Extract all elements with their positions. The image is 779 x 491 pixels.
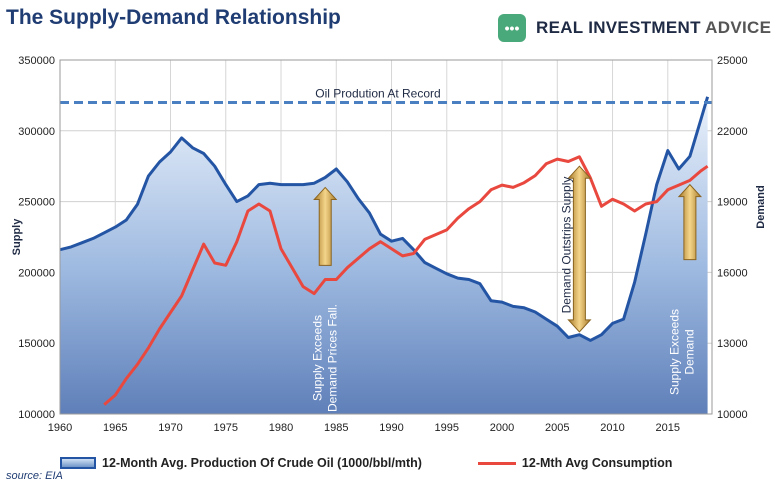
brand-name: REAL INVESTMENT ADVICE	[536, 18, 771, 38]
legend-demand-label: 12-Mth Avg Consumption	[521, 456, 673, 470]
x-tick-label: 2000	[490, 422, 514, 434]
x-tick-label: 1995	[435, 422, 459, 434]
y-tick-left: 150000	[18, 338, 55, 350]
plot-frame	[59, 59, 713, 415]
y-tick-left: 350000	[18, 55, 55, 67]
legend-supply-label: 12-Month Avg. Production Of Crude Oil (1…	[102, 456, 422, 470]
y-tick-left: 300000	[18, 126, 55, 138]
legend-supply-swatch	[60, 457, 96, 469]
x-tick-label: 1960	[48, 422, 72, 434]
x-tick-label: 1985	[324, 422, 348, 434]
annotation-arrow-1	[313, 186, 338, 266]
annotation-arrow-2	[567, 165, 592, 333]
chat-bubble-icon: •••	[498, 14, 526, 42]
legend-demand-swatch	[477, 461, 516, 465]
x-tick-label: 1965	[103, 422, 127, 434]
annotation-supply-exceeds-2-line: Demand	[683, 329, 697, 374]
series-line-demand	[103, 155, 709, 406]
y-tick-left: 200000	[18, 267, 55, 279]
brand-logo: ••• REAL INVESTMENT ADVICE	[498, 14, 771, 42]
series-line-supply	[59, 96, 710, 342]
y-tick-right: 13000	[717, 338, 748, 350]
y-tick-left: 250000	[18, 197, 55, 209]
y-tick-right: 19000	[717, 197, 748, 209]
chart-title: The Supply-Demand Relationship	[6, 6, 341, 29]
x-tick-label: 2010	[600, 422, 624, 434]
axes: 100000 10000 150000 13000 200000 16000 250000 1…	[11, 55, 767, 434]
annotation-demand-outstrips: Demand Outstrips Supply	[559, 177, 573, 314]
annotation-supply-exceeds-2: Supply Exceeds Demand	[668, 309, 697, 395]
series-lines	[59, 96, 710, 406]
y-tick-right: 16000	[717, 267, 748, 279]
y-tick-right: 25000	[717, 55, 748, 67]
x-tick-label: 1990	[379, 422, 403, 434]
supply-area-fill	[60, 96, 708, 415]
record-label: Oil Prodution At Record	[315, 86, 440, 100]
x-tick-label: 2005	[545, 422, 569, 434]
annotation-arrow-3	[677, 183, 703, 261]
y-tick-left: 100000	[18, 409, 55, 421]
legend: 12-Month Avg. Production Of Crude Oil (1…	[60, 452, 712, 474]
y-tick-right: 10000	[717, 409, 748, 421]
y-axis-title-right: Demand	[755, 185, 767, 228]
brand-name-rest: ADVICE	[705, 18, 772, 37]
annotation-demand-outstrips-line: Demand Outstrips Supply	[559, 177, 573, 314]
x-tick-label: 2015	[656, 422, 680, 434]
x-tick-label: 1975	[214, 422, 238, 434]
annotation-supply-exceeds-2-line: Supply Exceeds	[668, 309, 682, 395]
x-tick-label: 1970	[158, 422, 182, 434]
brand-name-bold: REAL INVESTMENT	[536, 18, 701, 37]
annotation-supply-exceeds-1: Supply Exceeds Demand Prices Fall.	[311, 304, 340, 412]
annotation-supply-exceeds-1-line: Demand Prices Fall.	[326, 304, 340, 412]
annotation-supply-exceeds-1-line: Supply Exceeds	[311, 315, 325, 401]
source-note: source: EIA	[6, 470, 63, 482]
supply-area	[60, 96, 708, 415]
y-axis-title-left: Supply	[11, 218, 23, 256]
x-tick-label: 1980	[269, 422, 293, 434]
y-tick-right: 22000	[717, 126, 748, 138]
